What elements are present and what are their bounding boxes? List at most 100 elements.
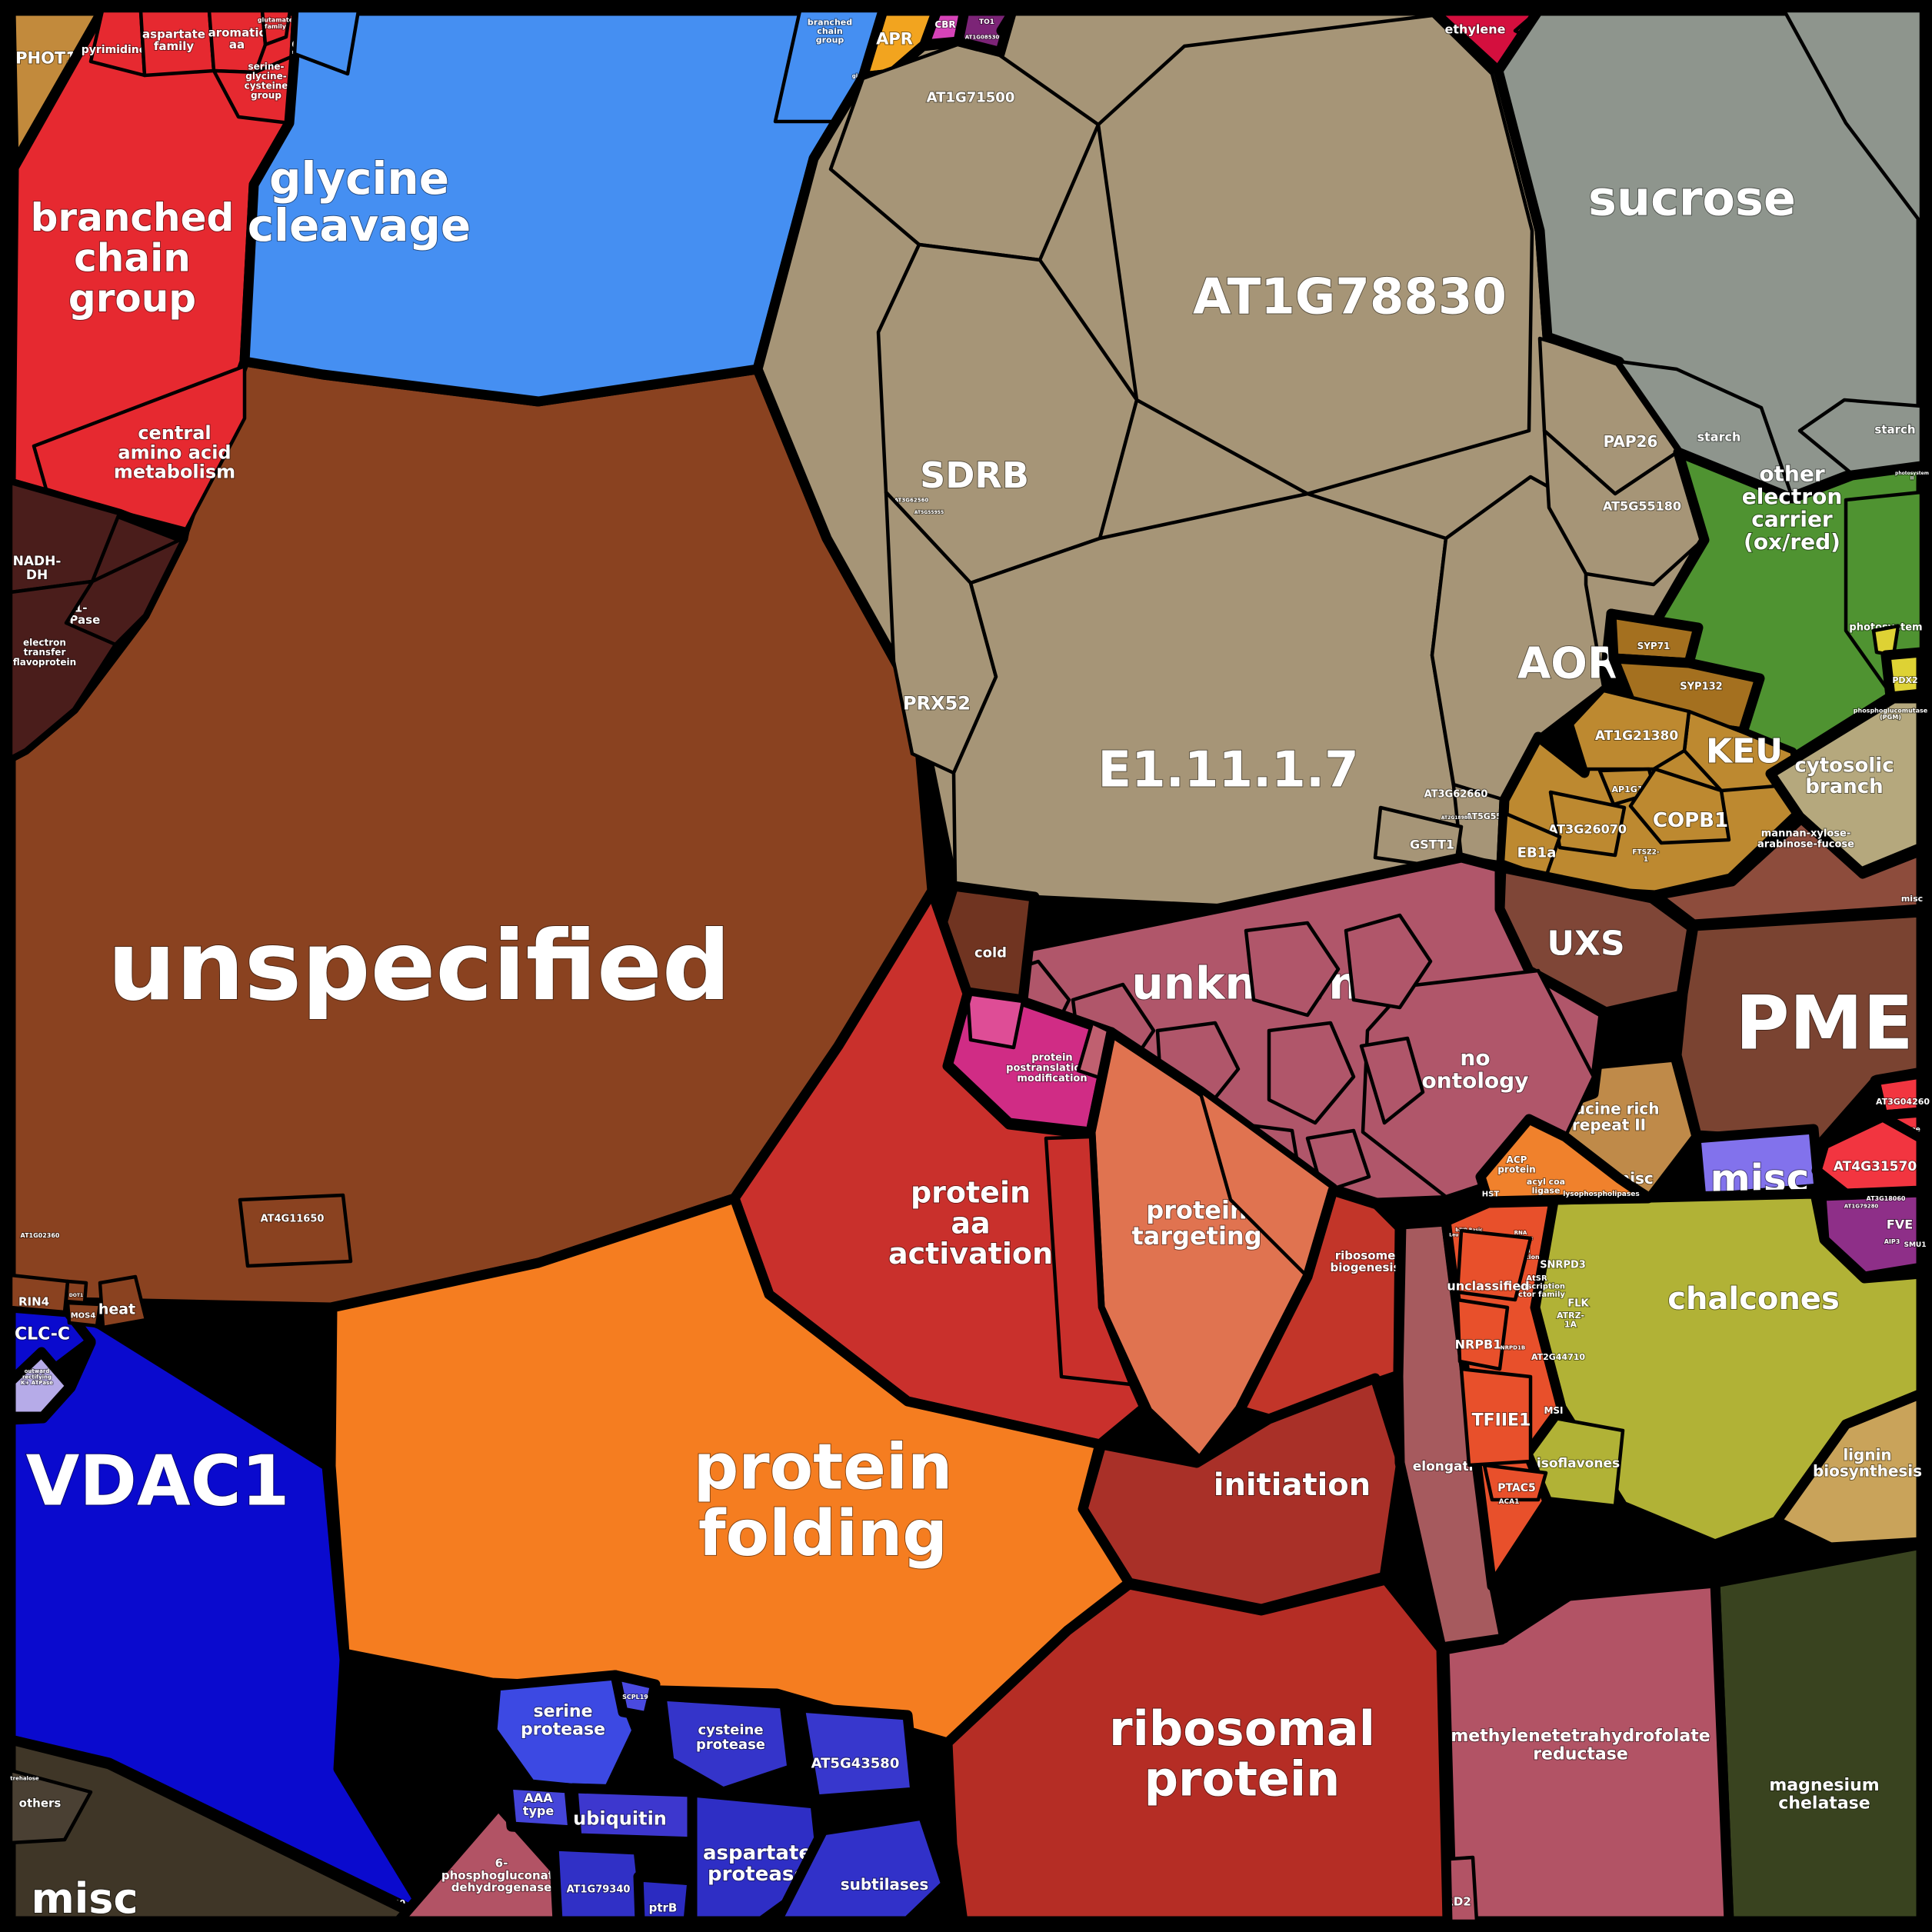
cell-lipid-orange-label: ACP protein [1497, 1154, 1535, 1175]
cell-e1-11-1-7-label: E1.11.1.7 [1098, 741, 1358, 798]
cell-unknown-t8[interactable] [1359, 1036, 1425, 1125]
cell-transcription-cluster-label-4: AT2G44710 [1531, 1352, 1585, 1362]
cell-transcription-cluster-label-1: AtSR Transcription Factor family [1508, 1274, 1565, 1299]
cell-others[interactable] [8, 1768, 93, 1845]
cell-other-electron-carrier-label-1: photosystem II [1895, 471, 1929, 481]
cell-ptrb-label: ptrB [649, 1900, 678, 1914]
cell-clc-c-label: CLC-C [15, 1325, 70, 1344]
cell-fve-label: FVE [1887, 1217, 1913, 1232]
cell-misc-slate[interactable] [1690, 1124, 1824, 1204]
cell-at5g43580[interactable] [794, 1702, 921, 1805]
cell-heat[interactable] [98, 1274, 148, 1330]
cell-scpl19[interactable] [610, 1670, 661, 1722]
cell-others-label: others [19, 1796, 62, 1810]
cell-ribosomal-protein-label: ribosomal protein [1109, 1700, 1375, 1807]
cell-transcription-cluster-label: SNRPD3 [1540, 1260, 1586, 1271]
cell-glycine-cleavage-label: glycine cleavage [248, 152, 471, 251]
cell-at4g31570-label: AT4G31570 [1834, 1159, 1917, 1174]
cell-sucrose-label: sucrose [1588, 171, 1796, 227]
cell-ptac5-label-1: ACA1 [1499, 1498, 1520, 1506]
cell-rb-biogenesis-label: ribosome biogenesis [1331, 1248, 1401, 1274]
cell-lignin[interactable] [1771, 1388, 1927, 1553]
cell-ptac5[interactable] [1482, 1463, 1548, 1502]
cell-sdrb-label-2: AT5G55955 [914, 510, 944, 515]
cell-gstt1-label-1: AT3G62660 [1424, 789, 1488, 801]
cell-amino-acid-cluster-label: branched chain group [31, 195, 235, 321]
cell-lipid-orange-label-3: lysophospholipases [1563, 1191, 1639, 1198]
cell-ptrb[interactable] [633, 1871, 698, 1927]
cell-ppm-label: protein postranslational modification [1006, 1052, 1098, 1084]
cell-lipid-orange[interactable] [1475, 1114, 1654, 1207]
cell-protein-folding-label: protein folding [694, 1431, 953, 1571]
cell-fve-label-1: AT3G18060 [1867, 1195, 1906, 1202]
cell-aromatic-aa-label: aromatic aa [208, 25, 266, 52]
cell-scpl19-label: SCPL19 [622, 1694, 648, 1700]
cell-branched-chain-group-small-label: branched chain group [808, 17, 852, 45]
cell-glutamate-family[interactable] [260, 8, 292, 47]
cell-fve-label-3: AIP3 [1884, 1238, 1900, 1245]
cell-at3g26070[interactable] [1548, 790, 1627, 858]
cell-k-channel[interactable] [5, 1347, 76, 1422]
cell-paa-sub[interactable] [1044, 1134, 1133, 1387]
cell-serine-glycine-cysteine-label: serine-glycine-cysteine group [245, 61, 288, 101]
cell-aromatic-aa[interactable] [207, 8, 268, 75]
cell-nrpb1[interactable] [1455, 1297, 1510, 1371]
cell-at4g11650-label-1: AT1G02360 [21, 1232, 60, 1239]
cell-cytosolic-branch-label-1: phosphoglucomutase (PGM) [1854, 708, 1928, 721]
cell-6-phosphogluconate-label: 6-phosphogluconate dehydrogenase [441, 1857, 561, 1895]
cell-pap26-label: PAP26 [1604, 432, 1658, 451]
cell-at4g11650[interactable] [238, 1193, 353, 1268]
cell-pdx2-label: PDX2 [1892, 675, 1917, 685]
cell-unknown-t7[interactable] [1267, 1021, 1356, 1125]
cell-at1g78830[interactable] [1096, 13, 1534, 496]
cell-unknown-t6[interactable] [1344, 913, 1433, 1010]
cell-methylene-label: methylenetetrahydrofolate reductase [1451, 1727, 1710, 1764]
cell-ethylene-label: ethylene [1445, 22, 1506, 37]
cell-electron-transfer-flavoprotein-label: electron transfer flavoprotein [13, 638, 76, 668]
cell-sucrose-sub[interactable] [1782, 8, 1924, 225]
cell-serine-protease-label: serine protease [521, 1702, 605, 1739]
cell-starch-left[interactable] [1617, 359, 1794, 499]
cell-subtilases-label: subtilases [841, 1875, 929, 1894]
cell-mannan-label-1: misc [1901, 894, 1923, 904]
cell-nadh-dh-label: NADH-DH [13, 554, 62, 583]
cell-sdrb-label-1: AT3G62560 [894, 497, 929, 503]
cell-aspartate-protease-label: aspartate protease [703, 1841, 812, 1885]
cell-at5g55180[interactable] [1542, 428, 1707, 587]
cell-vdac1-label: VDAC1 [26, 1441, 290, 1522]
cell-dot1-label: DOT1 [69, 1293, 83, 1298]
cell-copb1[interactable] [1628, 767, 1731, 845]
cell-subtilases[interactable] [771, 1810, 951, 1927]
cell-mos4[interactable] [65, 1301, 102, 1328]
cell-eb1a-label: EB1a [1517, 844, 1557, 861]
cell-apr-label: APR [876, 29, 913, 48]
cell-at1g71500[interactable] [828, 42, 1101, 262]
cell-magnesium-chelatase[interactable] [1710, 1539, 1927, 1927]
cell-ubiquitin-label: ubiquitin [573, 1807, 667, 1829]
cell-tfiie1[interactable] [1459, 1367, 1533, 1467]
cell-central-amino-acid-metabolism-label: central amino acid metabolism [114, 422, 235, 482]
cell-unclassified[interactable] [1455, 1228, 1533, 1302]
cell-transcription-cluster-label-5: MSI [1544, 1405, 1563, 1416]
cell-rin4-label: RIN4 [18, 1294, 49, 1308]
cell-mannan-label: mannan-xylose-arabinose-fucose [1757, 828, 1854, 851]
cell-sox-divider[interactable] [292, 8, 361, 76]
cell-protein-aa-activation-label: protein aa activation [888, 1175, 1053, 1271]
cell-ppm-sub1[interactable] [965, 991, 1025, 1050]
cell-cysteine-protease-label: cysteine protease [696, 1722, 765, 1753]
cell-others-label-1: trehalose [10, 1775, 39, 1781]
cell-unknown-t5[interactable] [1244, 921, 1341, 1018]
cell-no-ontology-label: no ontology [1422, 1045, 1529, 1093]
cell-cysteine-protease[interactable] [656, 1690, 798, 1797]
cell-cbr-label: CBR [934, 19, 955, 30]
cell-dot1[interactable] [64, 1279, 88, 1305]
cell-electron-transfer-flavoprotein[interactable] [8, 579, 118, 760]
cell-tfiie1-label: TFIIE1 [1472, 1411, 1531, 1431]
cell-rin4[interactable] [8, 1273, 70, 1314]
cell-isoflavones-label: isoflavones [1537, 1456, 1620, 1471]
cell-transcription-cluster-label-2: FLK [1567, 1298, 1589, 1310]
cell-aor-label: AOR [1517, 639, 1621, 689]
cell-ribosomal-protein[interactable] [942, 1574, 1453, 1927]
cell-pyrimidine-label: pyrimidine [82, 44, 147, 56]
